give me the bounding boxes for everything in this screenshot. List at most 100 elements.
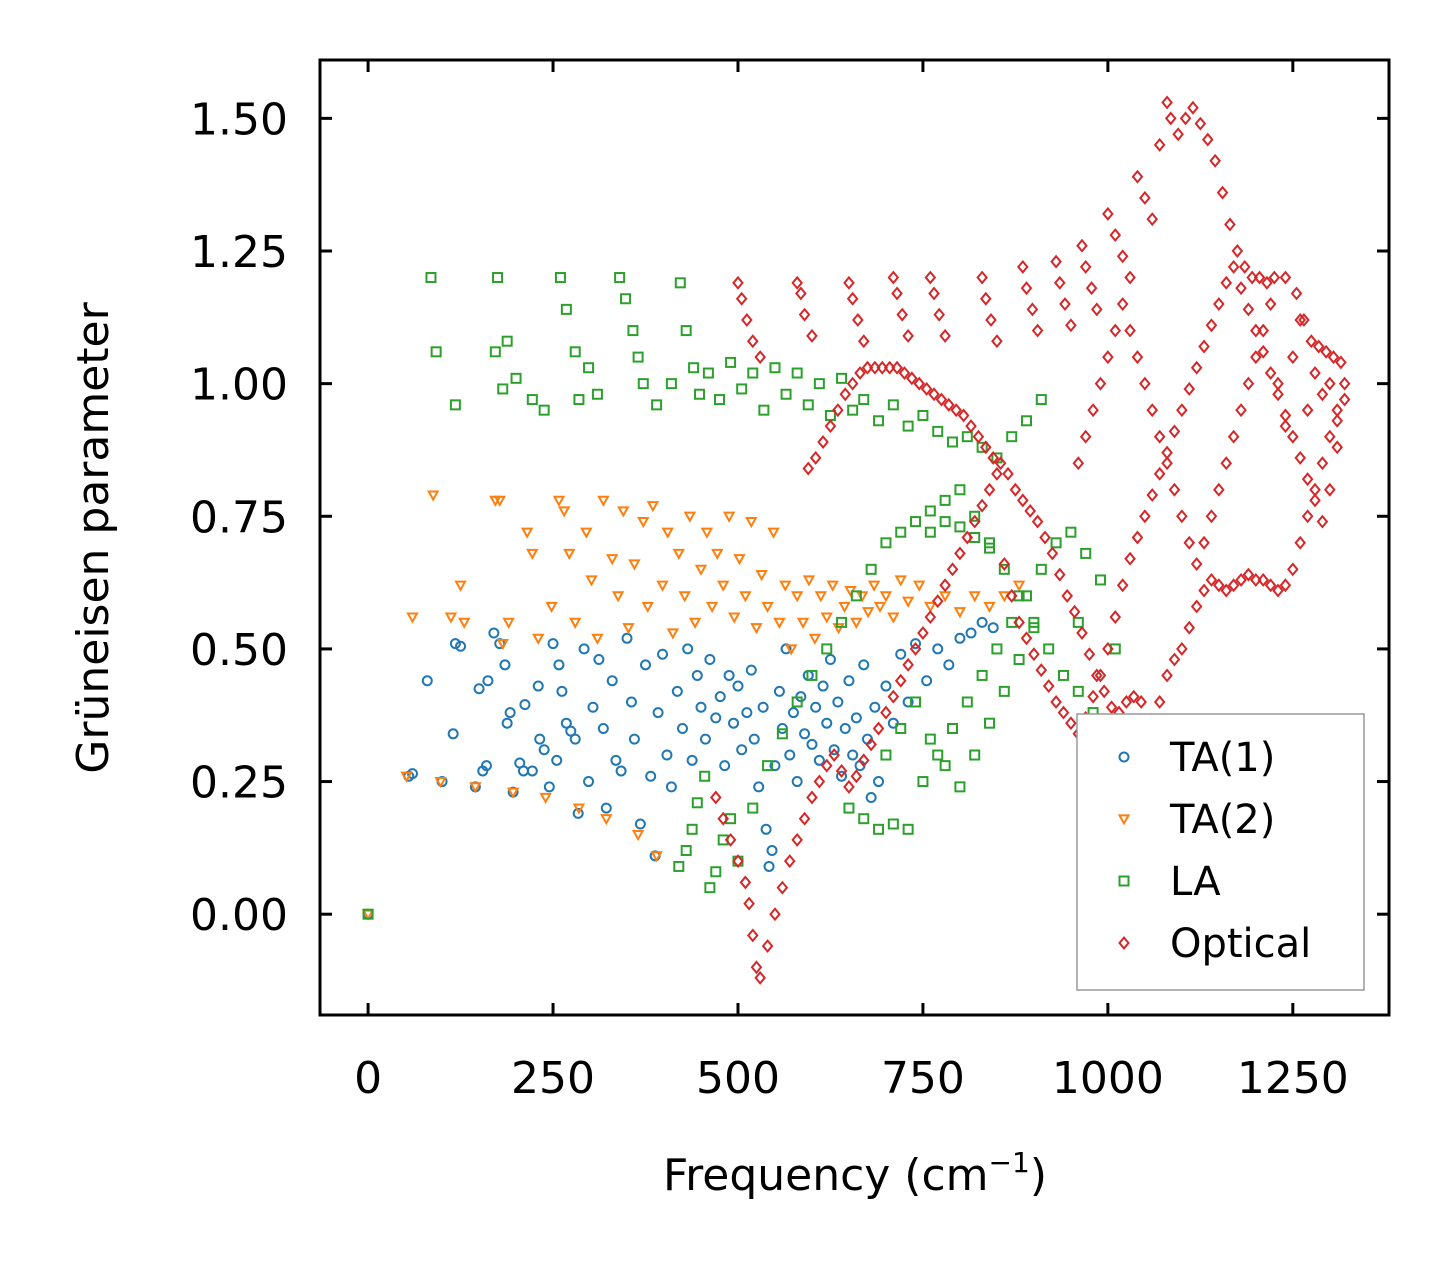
- point-la: [704, 882, 716, 894]
- point-ta-1: [847, 749, 859, 761]
- point-la: [1072, 616, 1084, 628]
- point-ta-1: [760, 823, 772, 835]
- point-optical: [976, 270, 988, 285]
- point-optical: [761, 939, 774, 953]
- point-la: [865, 563, 877, 575]
- y-tick-label: 1.50: [190, 94, 288, 145]
- point-la: [836, 372, 848, 384]
- point-optical: [1235, 403, 1247, 418]
- point-optical: [1172, 127, 1184, 142]
- point-ta-2: [711, 548, 724, 560]
- point-optical: [1305, 334, 1318, 349]
- point-optical: [1205, 509, 1218, 524]
- point-optical: [1242, 567, 1255, 582]
- point-ta-1: [806, 738, 818, 750]
- point-optical: [1176, 403, 1188, 418]
- point-la: [932, 749, 944, 761]
- point-ta-2: [867, 580, 881, 592]
- point-ta-2: [739, 591, 752, 603]
- y-tick-label: 1.00: [190, 360, 288, 411]
- point-ta-1: [910, 638, 922, 650]
- point-ta-2: [678, 591, 691, 603]
- point-ta-1: [621, 632, 633, 644]
- point-optical: [994, 456, 1007, 471]
- point-optical: [1238, 259, 1251, 274]
- point-optical: [1046, 546, 1059, 561]
- point-la: [887, 818, 899, 830]
- point-ta-2: [716, 580, 730, 592]
- point-optical: [1213, 482, 1225, 497]
- point-la: [736, 383, 748, 395]
- point-ta-1: [836, 770, 848, 782]
- point-la: [725, 356, 737, 368]
- point-optical: [1220, 583, 1233, 598]
- point-ta-2: [761, 601, 774, 614]
- point-optical: [1198, 583, 1210, 598]
- point-ta-1: [634, 818, 646, 830]
- point-la: [362, 908, 374, 920]
- point-optical: [1061, 588, 1073, 603]
- x-tick-label: 0: [354, 1053, 382, 1104]
- point-optical: [1116, 297, 1129, 312]
- point-ta-1: [628, 733, 640, 745]
- point-ta-1: [839, 723, 851, 734]
- point-ta-2: [808, 633, 822, 645]
- point-optical: [1242, 302, 1255, 317]
- point-ta-1: [954, 632, 966, 644]
- point-optical: [1190, 360, 1203, 375]
- point-optical: [961, 530, 974, 545]
- point-optical: [1316, 514, 1329, 529]
- point-ta-2: [496, 639, 509, 651]
- point-ta-2: [545, 601, 558, 614]
- point-optical: [1164, 111, 1177, 126]
- point-optical: [896, 307, 909, 322]
- point-optical: [1065, 318, 1077, 333]
- x-axis-label-close: ): [1030, 1150, 1047, 1201]
- point-optical: [987, 450, 1000, 465]
- point-la: [1080, 547, 1092, 559]
- point-ta-1: [547, 638, 559, 650]
- point-ta-2: [502, 617, 515, 629]
- point-optical: [1242, 376, 1255, 391]
- point-optical: [1183, 620, 1196, 635]
- point-ta-1: [519, 699, 531, 711]
- point-la: [425, 272, 437, 284]
- point-ta-1: [784, 749, 796, 761]
- point-ta-1: [769, 760, 781, 772]
- point-la: [620, 293, 632, 305]
- point-la: [691, 797, 703, 809]
- point-ta-2: [901, 596, 915, 608]
- point-la: [780, 388, 792, 400]
- point-optical: [1017, 493, 1029, 508]
- point-optical: [1290, 286, 1303, 301]
- y-tick-label: 0.50: [190, 625, 288, 676]
- point-optical: [1090, 668, 1103, 683]
- point-ta-2: [700, 527, 714, 539]
- point-optical: [1183, 381, 1196, 396]
- point-optical: [1102, 350, 1114, 365]
- point-optical: [1235, 572, 1247, 587]
- point-optical: [1116, 249, 1129, 264]
- point-optical: [1135, 695, 1147, 709]
- point-optical: [1294, 450, 1307, 465]
- y-tick-label: 0.25: [190, 758, 288, 809]
- point-la: [526, 394, 538, 406]
- point-optical: [1076, 626, 1088, 640]
- point-ta-1: [625, 696, 637, 708]
- point-la: [939, 494, 951, 506]
- point-ta-1: [865, 791, 877, 803]
- point-la: [747, 367, 759, 379]
- point-optical: [735, 291, 748, 306]
- point-optical: [902, 657, 914, 672]
- point-ta-2: [683, 511, 697, 523]
- point-ta-2: [688, 617, 702, 629]
- point-optical: [928, 286, 940, 301]
- point-ta-2: [552, 495, 566, 507]
- point-optical: [717, 811, 729, 826]
- point-optical: [832, 403, 844, 418]
- point-la: [998, 685, 1010, 697]
- point-optical: [1213, 578, 1225, 593]
- point-la: [969, 532, 981, 543]
- point-ta-1: [543, 781, 555, 793]
- point-optical: [1053, 567, 1066, 582]
